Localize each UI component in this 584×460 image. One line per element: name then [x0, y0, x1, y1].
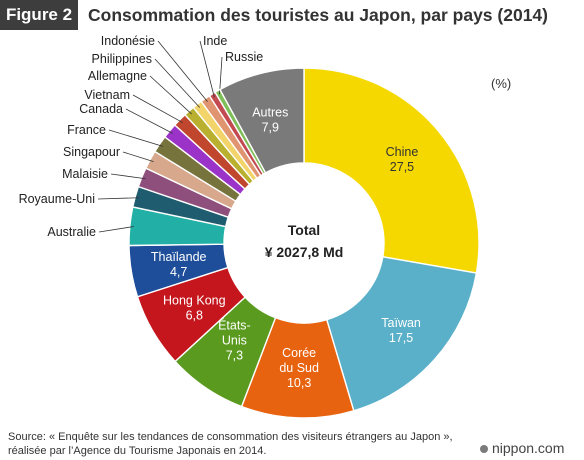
slice-label-allemagne: Allemagne: [88, 69, 147, 83]
slice-label-russie: Russie: [225, 50, 263, 64]
slice-label-taiwan: Taïwan: [381, 316, 421, 330]
slice-label-malaisie: Malaisie: [62, 167, 108, 181]
leader-line-australie: [98, 226, 134, 233]
center-total-label: Total: [288, 222, 320, 238]
unit-note: (%): [491, 76, 512, 91]
center-total-value: ¥ 2027,8 Md: [265, 244, 344, 260]
leader-line-france: [108, 129, 164, 147]
logo-text: nippon.com: [492, 440, 565, 456]
slice-chine: [303, 67, 480, 274]
leader-line-malaisie: [110, 173, 146, 180]
leader-line-allemagne: [149, 75, 192, 115]
leader-line-canada: [125, 108, 173, 134]
slice-value-hong-kong: 6,8: [186, 308, 203, 322]
slice-label-inde: Inde: [203, 34, 227, 48]
slice-label-coree-du-sud: Corée: [282, 346, 316, 360]
slice-label-etats-unis: États-: [218, 318, 251, 333]
slice-label-canada: Canada: [79, 102, 123, 116]
slice-label-vietnam: Vietnam: [84, 88, 130, 102]
leader-line-indonesie: [157, 40, 208, 103]
leader-line-philippines: [154, 58, 200, 108]
leader-line-royaume-uni: [97, 197, 140, 200]
slice-label-coree-du-sud: du Sud: [279, 361, 319, 375]
slice-label-autres: Autres: [252, 105, 288, 119]
slice-value-autres: 7,9: [262, 120, 279, 134]
slice-value-etats-unis: 7,3: [226, 349, 243, 363]
figure-header: Figure 2 Consommation des touristes au J…: [0, 0, 584, 30]
leader-line-vietnam: [132, 94, 183, 123]
slice-label-chine: Chine: [386, 145, 419, 159]
slice-label-etats-unis: Unis: [222, 334, 247, 348]
slice-autres: [219, 67, 305, 174]
nippon-logo: nippon.com: [480, 440, 564, 456]
leader-line-inde: [199, 40, 215, 98]
leader-line-russie: [219, 56, 223, 95]
chart-title: Consommation des touristes au Japon, par…: [88, 5, 548, 25]
slice-value-taiwan: 17,5: [389, 331, 413, 345]
leader-line-singapour: [122, 151, 154, 162]
slice-value-thailande: 4,7: [170, 265, 187, 279]
source-note: Source: « Enquête sur les tendances de c…: [8, 431, 453, 457]
slice-label-royaume-uni: Royaume-Uni: [19, 192, 95, 206]
slice-label-singapour: Singapour: [63, 145, 120, 159]
slice-label-thailande: Thaïlande: [151, 250, 207, 264]
logo-dot-icon: [480, 445, 488, 453]
slice-label-australie: Australie: [47, 225, 96, 239]
slice-label-indonesie: Indonésie: [101, 34, 155, 48]
slice-label-hong-kong: Hong Kong: [163, 293, 226, 307]
slice-label-france: France: [67, 123, 106, 137]
slice-taiwan: [325, 255, 478, 412]
figure-label: Figure 2: [0, 0, 78, 30]
slice-label-philippines: Philippines: [92, 52, 152, 66]
slice-value-coree-du-sud: 10,3: [287, 376, 311, 390]
slice-value-chine: 27,5: [390, 160, 414, 174]
